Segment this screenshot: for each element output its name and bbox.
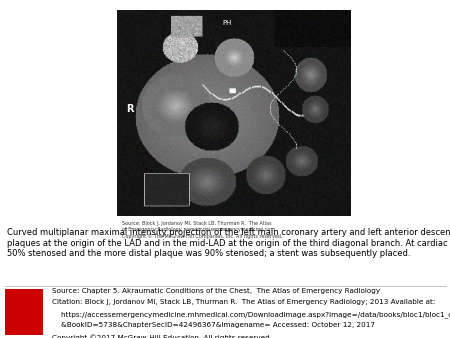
Text: Source: Block J, Jordanov MI, Stack LB, Thurman R.  The Atlas
of Emergency Radio: Source: Block J, Jordanov MI, Stack LB, … [122, 221, 282, 239]
Text: Copyright ©2017 McGraw-Hill Education. All rights reserved: Copyright ©2017 McGraw-Hill Education. A… [52, 334, 270, 338]
Text: Source: Chapter 5. Akraumatic Conditions of the Chest,  The Atlas of Emergency R: Source: Chapter 5. Akraumatic Conditions… [52, 288, 380, 294]
Text: Graw: Graw [10, 301, 37, 311]
Text: Curved multiplanar maximal intensity projection of the left main coronary artery: Curved multiplanar maximal intensity pro… [7, 228, 450, 258]
Text: Education: Education [10, 322, 37, 327]
Text: &BookID=5738&ChapterSecID=42496367&imagename= Accessed: October 12, 2017: &BookID=5738&ChapterSecID=42496367&image… [52, 322, 375, 329]
Text: R: R [126, 104, 134, 114]
Text: Mc: Mc [17, 291, 31, 300]
Text: PH: PH [222, 20, 232, 25]
Bar [4, 289, 43, 335]
Text: https://accessemergencymedicine.mhmedical.com/Downloadimage.aspx?image=/data/boo: https://accessemergencymedicine.mhmedica… [52, 311, 450, 318]
Text: Hill: Hill [15, 312, 32, 321]
Text: Citation: Block J, Jordanov MI, Stack LB, Thurman R.  The Atlas of Emergency Rad: Citation: Block J, Jordanov MI, Stack LB… [52, 299, 435, 306]
